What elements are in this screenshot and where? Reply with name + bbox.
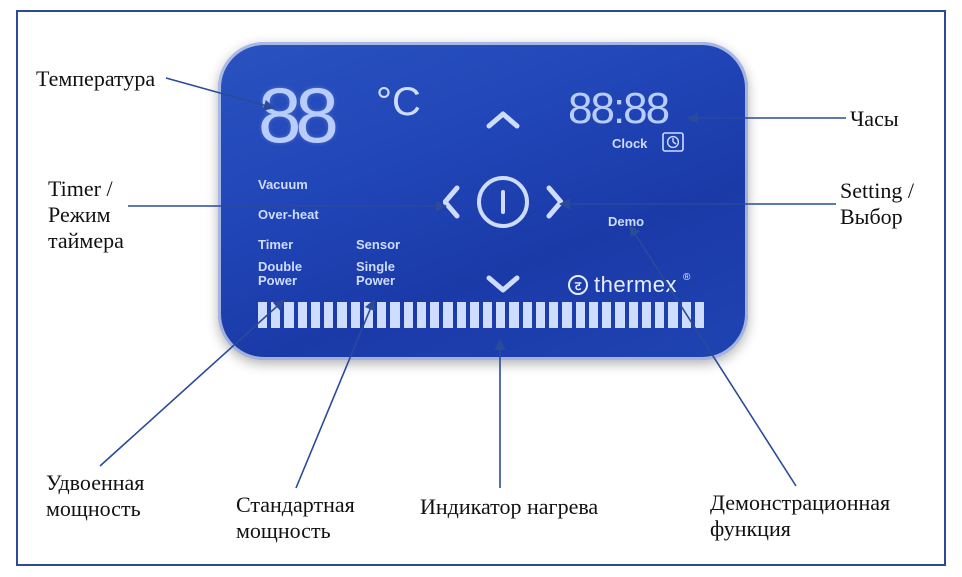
callout-temperature: Температура: [36, 66, 155, 92]
single-power-label: SinglePower: [356, 260, 400, 288]
timer-label: Timer: [258, 230, 319, 260]
temperature-unit: °C: [376, 80, 421, 125]
down-icon: [489, 278, 517, 290]
callout-single-power: Стандартная мощность: [236, 492, 355, 544]
control-panel: 88 °C 88:88 Clock Vacuum Over-heat Timer…: [218, 42, 748, 360]
callout-heat-indicator: Индикатор нагрева: [420, 494, 598, 520]
brand-registered-icon: ®: [683, 272, 690, 283]
brand-name: thermex: [594, 272, 677, 298]
callout-clock: Часы: [850, 106, 899, 132]
heat-indicator-bar: [258, 302, 708, 328]
demo-label: Demo: [608, 214, 644, 229]
overheat-label: Over-heat: [258, 200, 319, 230]
clock-digits: 88:88: [568, 84, 668, 134]
up-icon: [489, 114, 517, 126]
callout-double-power: Удвоенная мощность: [46, 470, 144, 522]
status-labels-left: Vacuum Over-heat Timer DoublePower: [258, 170, 319, 304]
left-icon: [445, 188, 457, 216]
vacuum-label: Vacuum: [258, 170, 319, 200]
brand-icon: ट: [568, 275, 588, 295]
clock-label: Clock: [612, 136, 647, 151]
temperature-digits: 88: [258, 70, 333, 161]
sensor-label: Sensor: [356, 230, 400, 260]
right-icon: [549, 188, 561, 216]
brand-logo: ट thermex ®: [568, 272, 690, 298]
clock-icon: [662, 132, 684, 152]
callout-demo: Демонстрационная функция: [710, 490, 890, 542]
callout-timer: Timer / Режим таймера: [48, 176, 124, 254]
dpad-controls[interactable]: [443, 106, 563, 296]
double-power-label: DoublePower: [258, 260, 319, 288]
status-labels-right: Sensor SinglePower: [356, 230, 400, 304]
callout-setting: Setting / Выбор: [840, 178, 914, 230]
